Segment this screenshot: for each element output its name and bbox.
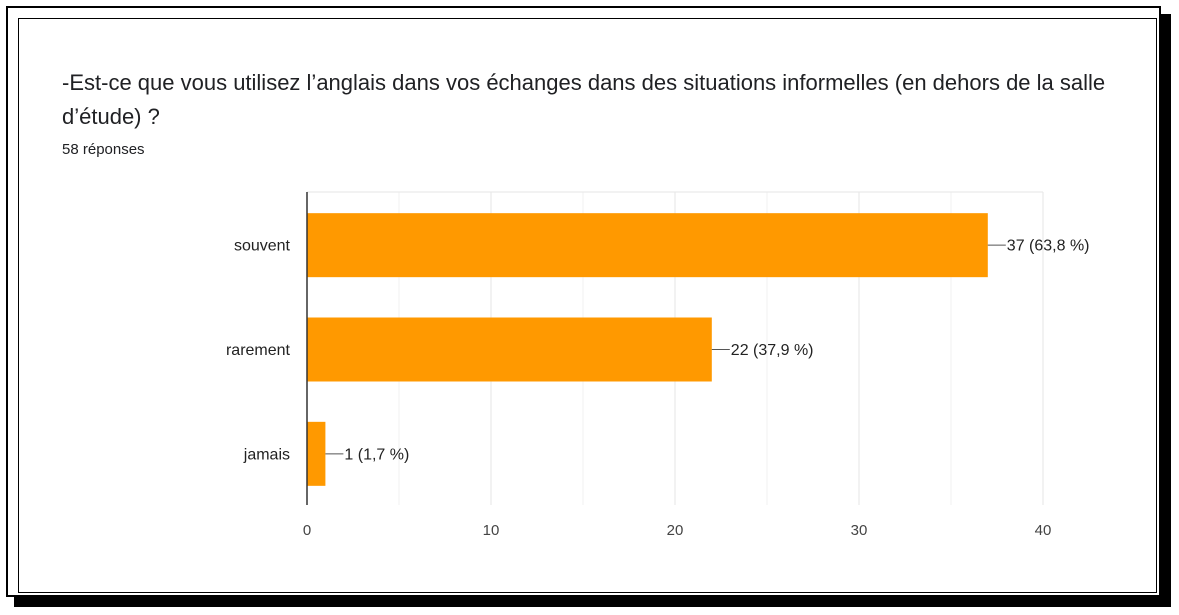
x-tick-label: 30: [851, 522, 868, 539]
data-label-rarement: 22 (37,9 %): [731, 342, 814, 359]
x-tick-label: 40: [1035, 522, 1052, 539]
bar-rarement: [307, 317, 712, 382]
category-labels: souvent rarement jamais: [226, 238, 291, 464]
category-label-souvent: souvent: [234, 238, 291, 255]
category-label-jamais: jamais: [243, 446, 290, 463]
x-tick-label: 0: [303, 522, 311, 539]
bar-souvent: [307, 213, 988, 278]
data-label-souvent: 37 (63,8 %): [1007, 238, 1090, 255]
bars: [307, 213, 988, 486]
data-label-jamais: 1 (1,7 %): [344, 446, 409, 463]
data-labels: 37 (63,8 %) 22 (37,9 %) 1 (1,7 %): [325, 238, 1090, 463]
x-tick-labels: 0 10 20 30 40: [303, 522, 1052, 539]
bar-jamais: [307, 421, 326, 486]
responses-count: 58 réponses: [62, 141, 145, 158]
x-tick-label: 20: [667, 522, 684, 539]
x-tick-label: 10: [483, 522, 500, 539]
card-inner-border: [18, 18, 1157, 593]
question-title: -Est-ce que vous utilisez l’anglais dans…: [62, 70, 1106, 129]
category-label-rarement: rarement: [226, 342, 291, 359]
